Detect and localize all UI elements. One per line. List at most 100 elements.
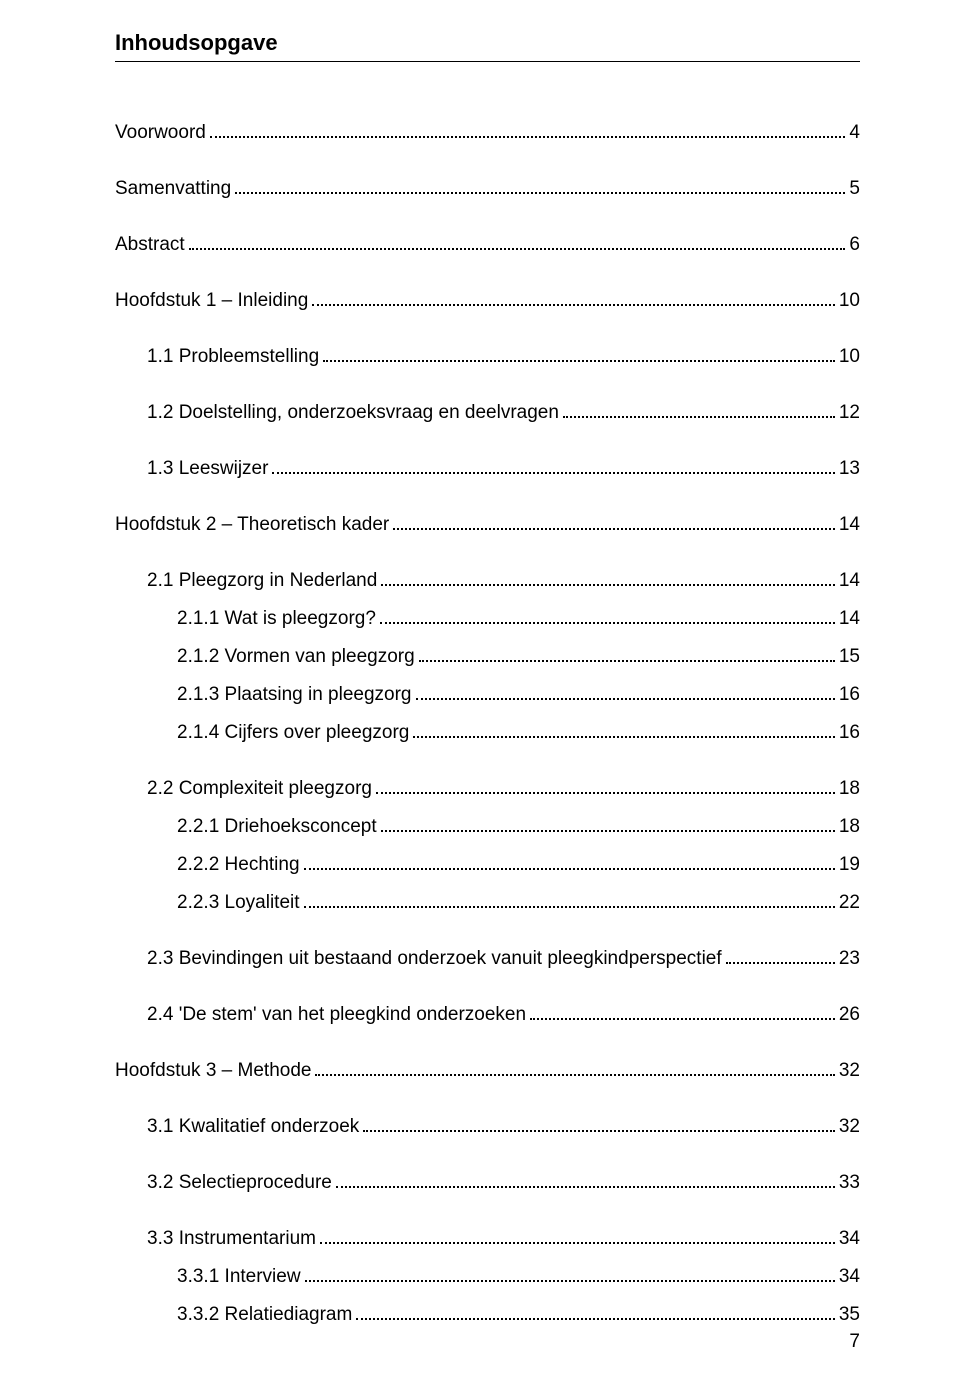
toc-entry: 2.2.1 Driehoeksconcept 18 <box>115 816 860 838</box>
toc-spacer <box>115 552 860 570</box>
toc-spacer <box>115 1042 860 1060</box>
toc-entry-page: 34 <box>839 1228 860 1250</box>
toc-leader-dots <box>381 830 835 832</box>
toc-entry-label: 3.2 Selectieprocedure <box>147 1172 332 1194</box>
toc-entry-label: 2.2.1 Driehoeksconcept <box>177 816 377 838</box>
toc-entry-page: 32 <box>839 1060 860 1082</box>
toc-leader-dots <box>393 528 835 530</box>
toc-leader-dots <box>726 962 835 964</box>
toc-entry-label: 2.1.2 Vormen van pleegzorg <box>177 646 415 668</box>
toc-entry: 2.2 Complexiteit pleegzorg 18 <box>115 778 860 800</box>
toc-entry-page: 10 <box>839 290 860 312</box>
toc-entry-page: 15 <box>839 646 860 668</box>
toc-entry: 3.3 Instrumentarium 34 <box>115 1228 860 1250</box>
toc-entry: Abstract 6 <box>115 234 860 256</box>
toc-entry-page: 18 <box>839 778 860 800</box>
toc-leader-dots <box>336 1186 835 1188</box>
toc-entry-label: 2.1 Pleegzorg in Nederland <box>147 570 377 592</box>
toc-entry-page: 35 <box>839 1304 860 1326</box>
toc-entry: 3.1 Kwalitatief onderzoek 32 <box>115 1116 860 1138</box>
toc-entry: 3.3.2 Relatiediagram 35 <box>115 1304 860 1326</box>
page-title: Inhoudsopgave <box>115 30 860 56</box>
toc-spacer <box>115 272 860 290</box>
toc-entry: Hoofdstuk 3 – Methode 32 <box>115 1060 860 1082</box>
toc-spacer <box>115 440 860 458</box>
toc-leader-dots <box>381 584 835 586</box>
page-number: 7 <box>849 1331 860 1353</box>
toc-entry: 2.1.2 Vormen van pleegzorg 15 <box>115 646 860 668</box>
toc-entry: 2.3 Bevindingen uit bestaand onderzoek v… <box>115 948 860 970</box>
toc-entry-page: 26 <box>839 1004 860 1026</box>
toc-leader-dots <box>312 304 835 306</box>
toc-entry: 2.1.4 Cijfers over pleegzorg 16 <box>115 722 860 744</box>
table-of-contents: Voorwoord 4 Samenvatting 5 Abstract 6 Hoofd… <box>115 122 860 1326</box>
toc-entry: 1.1 Probleemstelling 10 <box>115 346 860 368</box>
toc-spacer <box>115 930 860 948</box>
toc-leader-dots <box>320 1242 835 1244</box>
toc-entry-label: 1.2 Doelstelling, onderzoeksvraag en dee… <box>147 402 559 424</box>
toc-entry-label: 2.1.3 Plaatsing in pleegzorg <box>177 684 412 706</box>
toc-entry-page: 33 <box>839 1172 860 1194</box>
toc-entry-label: 1.3 Leeswijzer <box>147 458 268 480</box>
title-underline <box>115 61 860 62</box>
toc-spacer <box>115 1098 860 1116</box>
toc-entry-page: 10 <box>839 346 860 368</box>
toc-entry-page: 32 <box>839 1116 860 1138</box>
toc-entry-label: 2.1.1 Wat is pleegzorg? <box>177 608 376 630</box>
toc-entry-page: 34 <box>839 1266 860 1288</box>
toc-spacer <box>115 1154 860 1172</box>
toc-entry-label: 3.1 Kwalitatief onderzoek <box>147 1116 359 1138</box>
toc-entry-label: Abstract <box>115 234 185 256</box>
toc-entry: 1.3 Leeswijzer 13 <box>115 458 860 480</box>
toc-entry-label: Voorwoord <box>115 122 206 144</box>
toc-entry-page: 4 <box>849 122 860 144</box>
toc-entry: 2.2.2 Hechting 19 <box>115 854 860 876</box>
toc-spacer <box>115 1210 860 1228</box>
toc-leader-dots <box>413 736 835 738</box>
toc-entry-page: 18 <box>839 816 860 838</box>
toc-entry: 2.1.1 Wat is pleegzorg? 14 <box>115 608 860 630</box>
toc-spacer <box>115 496 860 514</box>
toc-spacer <box>115 160 860 178</box>
toc-entry-page: 13 <box>839 458 860 480</box>
toc-entry-page: 22 <box>839 892 860 914</box>
toc-entry-page: 12 <box>839 402 860 424</box>
toc-leader-dots <box>380 622 835 624</box>
toc-entry-page: 14 <box>839 608 860 630</box>
toc-spacer <box>115 384 860 402</box>
toc-leader-dots <box>563 416 835 418</box>
toc-entry-label: 2.2 Complexiteit pleegzorg <box>147 778 372 800</box>
toc-leader-dots <box>376 792 835 794</box>
toc-entry: 1.2 Doelstelling, onderzoeksvraag en dee… <box>115 402 860 424</box>
toc-leader-dots <box>416 698 835 700</box>
toc-entry-label: Hoofdstuk 3 – Methode <box>115 1060 311 1082</box>
toc-leader-dots <box>315 1074 834 1076</box>
toc-leader-dots <box>304 868 835 870</box>
toc-entry-label: 2.2.2 Hechting <box>177 854 300 876</box>
toc-entry-label: 3.3 Instrumentarium <box>147 1228 316 1250</box>
toc-spacer <box>115 328 860 346</box>
toc-entry: Voorwoord 4 <box>115 122 860 144</box>
toc-entry: 2.2.3 Loyaliteit 22 <box>115 892 860 914</box>
toc-entry: 2.4 'De stem' van het pleegkind onderzoe… <box>115 1004 860 1026</box>
toc-entry: 3.3.1 Interview 34 <box>115 1266 860 1288</box>
toc-entry-label: 3.3.1 Interview <box>177 1266 301 1288</box>
toc-entry: 2.1 Pleegzorg in Nederland 14 <box>115 570 860 592</box>
toc-leader-dots <box>210 136 846 138</box>
toc-leader-dots <box>189 248 846 250</box>
toc-entry-label: Samenvatting <box>115 178 231 200</box>
toc-entry: Hoofdstuk 1 – Inleiding 10 <box>115 290 860 312</box>
toc-leader-dots <box>305 1280 835 1282</box>
toc-leader-dots <box>356 1318 835 1320</box>
toc-spacer <box>115 760 860 778</box>
toc-entry-page: 16 <box>839 684 860 706</box>
toc-leader-dots <box>530 1018 835 1020</box>
toc-spacer <box>115 216 860 234</box>
toc-leader-dots <box>363 1130 835 1132</box>
toc-entry-page: 14 <box>839 570 860 592</box>
toc-leader-dots <box>235 192 845 194</box>
toc-entry-label: Hoofdstuk 1 – Inleiding <box>115 290 308 312</box>
toc-entry-page: 16 <box>839 722 860 744</box>
toc-entry: Samenvatting 5 <box>115 178 860 200</box>
toc-leader-dots <box>419 660 835 662</box>
